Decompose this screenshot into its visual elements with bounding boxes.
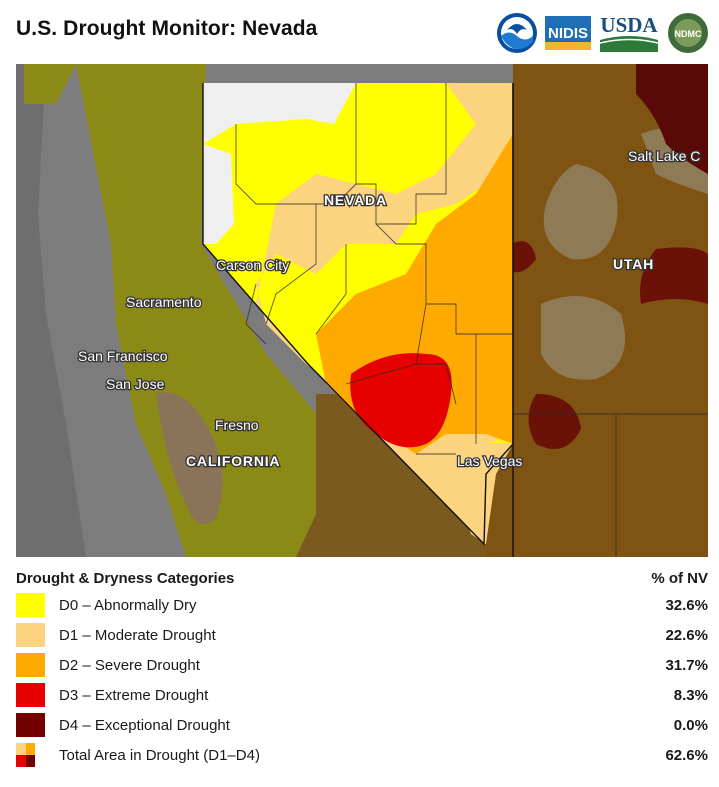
legend-label: D1 – Moderate Drought — [59, 626, 216, 644]
utah-d3-area-2 — [640, 247, 708, 304]
southern-brown-area — [296, 394, 486, 557]
sacramento-label: Sacramento — [126, 294, 202, 310]
legend: Drought & Dryness Categories % of NV D0 … — [16, 566, 708, 770]
legend-row: D0 – Abnormally Dry 32.6% — [16, 590, 708, 620]
legend-row: D4 – Exceptional Drought 0.0% — [16, 710, 708, 740]
svg-text:USDA: USDA — [600, 13, 658, 37]
california-d0-area — [76, 64, 366, 557]
california-d0-area-north — [24, 64, 76, 104]
legend-swatch — [16, 683, 45, 707]
legend-percent: 8.3% — [673, 686, 708, 704]
legend-label: D0 – Abnormally Dry — [59, 596, 197, 614]
noaa-logo — [496, 12, 538, 54]
ndmc-logo: NDMC — [667, 12, 709, 54]
utah-d3-area-1 — [508, 241, 536, 273]
arizona-d3-area — [528, 394, 581, 449]
legend-percent: 32.6% — [665, 596, 708, 614]
legend-swatch — [16, 653, 45, 677]
utah-d1-patch-1 — [543, 164, 618, 260]
las-vegas-label: Las Vegas — [457, 453, 522, 469]
total-label: Total Area in Drought (D1–D4) — [59, 746, 260, 764]
legend-swatch — [16, 713, 45, 737]
legend-swatch — [16, 623, 45, 647]
legend-label: D4 – Exceptional Drought — [59, 716, 230, 734]
legend-percent: 0.0% — [673, 716, 708, 734]
san-jose-label: San Jose — [106, 376, 165, 392]
legend-swatch — [16, 593, 45, 617]
carson-city-label: Carson City — [216, 257, 289, 273]
legend-header: Drought & Dryness Categories % of NV — [16, 566, 708, 590]
las-vegas-d1-patch — [456, 442, 513, 544]
county-boundaries — [235, 83, 708, 557]
salt-lake-city-label: Salt Lake C — [628, 148, 700, 164]
logo-bar: NIDIS USDA NDMC — [496, 12, 709, 54]
total-percent: 62.6% — [665, 746, 708, 764]
total-swatch — [16, 743, 45, 767]
nevada-label: NEVADA — [324, 192, 387, 208]
legend-label: D2 – Severe Drought — [59, 656, 200, 674]
nevada-no-drought — [203, 83, 356, 144]
nidis-logo: NIDIS — [545, 12, 591, 54]
ocean-area — [16, 64, 86, 557]
legend-percent: 22.6% — [665, 626, 708, 644]
legend-row: D1 – Moderate Drought 22.6% — [16, 620, 708, 650]
utah-d4-area — [636, 64, 708, 174]
legend-row: D3 – Extreme Drought 8.3% — [16, 680, 708, 710]
legend-percent: 31.7% — [665, 656, 708, 674]
page-title: U.S. Drought Monitor: Nevada — [16, 17, 318, 40]
legend-row: D2 – Severe Drought 31.7% — [16, 650, 708, 680]
nevada-no-drought-west — [203, 144, 234, 244]
svg-text:NDMC: NDMC — [675, 29, 702, 39]
drought-map[interactable]: NEVADA UTAH CALIFORNIA Carson City Sacra… — [16, 64, 708, 557]
legend-label: D3 – Extreme Drought — [59, 686, 209, 704]
san-francisco-label: San Francisco — [78, 348, 168, 364]
svg-text:NIDIS: NIDIS — [548, 25, 588, 42]
nevada-d3-area — [350, 353, 452, 448]
legend-title: Drought & Dryness Categories — [16, 569, 235, 587]
legend-total-row: Total Area in Drought (D1–D4) 62.6% — [16, 740, 708, 770]
state-borders — [202, 83, 514, 557]
legend-column-header: % of NV — [651, 569, 708, 587]
fresno-label: Fresno — [215, 417, 259, 433]
utah-d1-patch-2 — [541, 296, 626, 380]
california-d1-patch — [156, 392, 223, 524]
california-label: CALIFORNIA — [186, 453, 280, 469]
usda-logo: USDA — [598, 12, 660, 54]
utah-label: UTAH — [613, 256, 654, 272]
